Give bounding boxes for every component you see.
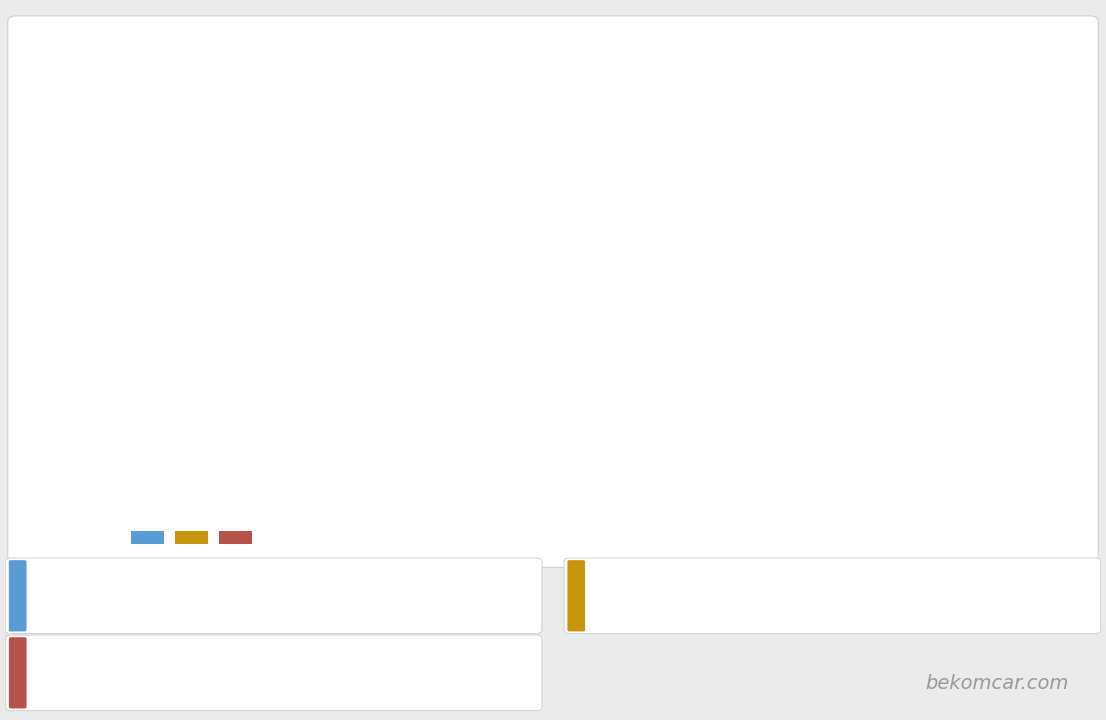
Text: MAF 16.320 gm/s: MAF 16.320 gm/s: [186, 663, 375, 683]
Text: bekomcar.com: bekomcar.com: [926, 674, 1068, 693]
Text: Motor Manufacturing, Kentucky, Inc.) Product > 2014.09- > w/ Smart Key > Radar C: Motor Manufacturing, Kentucky, Inc.) Pro…: [38, 131, 611, 144]
Text: TOYOTA/LEXUS V10.36 > 16PIN DLC(Europe and Other) > Camry > TMMK(American, Toyot: TOYOTA/LEXUS V10.36 > 16PIN DLC(Europe a…: [38, 89, 614, 102]
Text: ECMECT (Engine and ECT): ECMECT (Engine and ECT): [129, 173, 311, 186]
Text: Calculate Load 24.706 %: Calculate Load 24.706 %: [145, 586, 416, 606]
Text: Powertrain >: Powertrain >: [38, 173, 124, 186]
Text: 16:51: 16:51: [28, 25, 116, 53]
Text: Engine Speed 4208.5 rpm: Engine Speed 4208.5 rpm: [698, 586, 980, 606]
